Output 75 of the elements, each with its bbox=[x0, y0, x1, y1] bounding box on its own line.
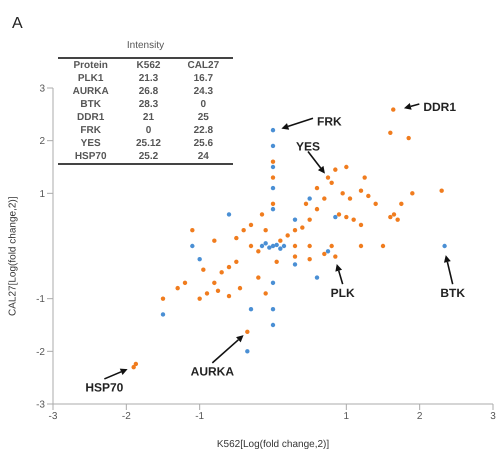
point bbox=[270, 206, 276, 212]
text: Intensity bbox=[126, 40, 166, 51]
annotation: DDR1 bbox=[423, 100, 456, 114]
point bbox=[270, 322, 276, 328]
point bbox=[270, 280, 276, 286]
y-tick-label: 2 bbox=[39, 136, 46, 148]
point bbox=[267, 245, 272, 250]
data-label: 24.3 bbox=[192, 85, 214, 98]
category-label: DDR1 bbox=[76, 111, 106, 124]
y-tick-label: 3 bbox=[39, 84, 46, 95]
point bbox=[270, 128, 276, 132]
data-label: 16.7 bbox=[192, 72, 214, 85]
point bbox=[245, 349, 250, 354]
point bbox=[274, 242, 279, 248]
point bbox=[282, 244, 286, 248]
point bbox=[270, 186, 276, 190]
data-label: 24 bbox=[196, 150, 210, 164]
annotation: HSP70 bbox=[85, 380, 124, 395]
point bbox=[270, 307, 276, 312]
point bbox=[278, 246, 283, 251]
point bbox=[197, 256, 202, 262]
point bbox=[326, 249, 330, 254]
x-tick-label: -1 bbox=[195, 411, 205, 422]
category-label: BTK bbox=[79, 98, 102, 111]
data-label: 0 bbox=[144, 124, 152, 137]
annotation: PLK bbox=[330, 286, 355, 300]
x-axis-title: K562[Log(fold change,2)] bbox=[216, 439, 330, 449]
category-label: FRK bbox=[79, 124, 102, 137]
text: Protein bbox=[72, 59, 109, 72]
data-label: 25 bbox=[196, 111, 210, 124]
point bbox=[270, 244, 276, 248]
data-label: 21 bbox=[142, 111, 156, 124]
text: A bbox=[12, 15, 23, 32]
data-label: 25.6 bbox=[192, 137, 214, 150]
category-label: PLK1 bbox=[76, 72, 104, 85]
point bbox=[270, 164, 276, 170]
x-tick-label: -3 bbox=[48, 411, 58, 422]
annotation: YES bbox=[296, 140, 320, 154]
x-tick-label: 3 bbox=[490, 411, 496, 422]
point bbox=[270, 144, 276, 148]
data-label: 25.12 bbox=[134, 137, 162, 150]
y-tick-label: -2 bbox=[36, 346, 46, 358]
text: CAL27 bbox=[186, 59, 220, 72]
point bbox=[292, 217, 298, 222]
point bbox=[190, 244, 195, 248]
data-label: 25.2 bbox=[138, 150, 160, 164]
data-label: 26.8 bbox=[138, 85, 160, 98]
y-tick-label: -3 bbox=[36, 400, 46, 411]
x-tick-label: -2 bbox=[122, 411, 132, 422]
annotation: BTK bbox=[440, 286, 466, 300]
point bbox=[333, 214, 338, 220]
y-axis-title: CAL27[Log(fold change,2)] bbox=[8, 196, 19, 316]
category-label: AURKA bbox=[72, 85, 110, 98]
annotation: AURKA bbox=[190, 364, 234, 379]
y-tick-label: -1 bbox=[36, 294, 46, 306]
y-tick-label: 1 bbox=[39, 188, 46, 200]
x-tick-label: 1 bbox=[344, 411, 350, 422]
text: K562 bbox=[136, 59, 162, 72]
point bbox=[314, 275, 320, 280]
point bbox=[160, 312, 166, 317]
point bbox=[263, 241, 268, 246]
point bbox=[442, 244, 447, 248]
data-label: 22.8 bbox=[192, 124, 214, 137]
point bbox=[307, 196, 312, 201]
category-label: YES bbox=[80, 137, 102, 150]
data-label: 28.3 bbox=[138, 98, 160, 111]
point bbox=[226, 212, 232, 217]
x-tick-label: 2 bbox=[416, 411, 423, 422]
point bbox=[248, 307, 254, 312]
data-label: 0 bbox=[200, 98, 208, 111]
category-label: HSP70 bbox=[74, 150, 108, 164]
point bbox=[292, 262, 298, 267]
point bbox=[260, 244, 264, 248]
data-label: 21.3 bbox=[138, 72, 160, 85]
annotation: FRK bbox=[317, 114, 342, 128]
